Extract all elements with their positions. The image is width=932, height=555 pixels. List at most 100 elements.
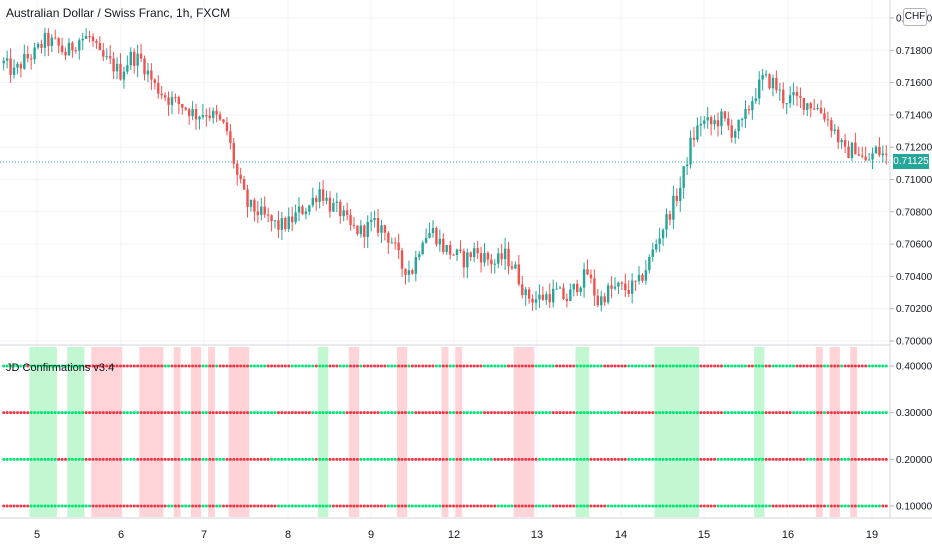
candle-body [641, 274, 644, 281]
candle [881, 145, 885, 163]
price-tick-label: 0.70800 [896, 207, 932, 218]
signal-dot [15, 504, 19, 508]
signal-dot [610, 504, 614, 508]
signal-dot [294, 504, 298, 508]
signal-dot [410, 504, 414, 508]
candle [854, 132, 857, 155]
signal-dot [201, 411, 205, 415]
candle [181, 103, 184, 115]
candle-body [737, 119, 740, 132]
signal-dot [847, 457, 851, 461]
signal-dot [167, 457, 171, 461]
signal-dot [651, 457, 655, 461]
signal-dot [809, 411, 813, 415]
red-signal-band [513, 347, 535, 517]
signal-dot [239, 504, 243, 508]
signal-dot [754, 457, 758, 461]
candle [387, 231, 390, 254]
candle [29, 54, 33, 70]
signal-dot [805, 457, 809, 461]
candle-body [2, 60, 5, 64]
candle-body [249, 199, 253, 207]
candle [617, 281, 620, 295]
indicator-tick-label: 0.20000 [896, 455, 932, 466]
signal-dot [345, 504, 349, 508]
candle-body [545, 294, 548, 300]
candle-body [163, 95, 167, 98]
signal-dot [822, 457, 826, 461]
signal-dot [654, 364, 658, 368]
signal-dot [812, 457, 816, 461]
signal-dot [452, 457, 456, 461]
candle [225, 117, 229, 136]
signal-dot [829, 504, 833, 508]
signal-dot [163, 411, 167, 415]
signal-dot [458, 364, 462, 368]
signal-dot [489, 457, 493, 461]
signal-dot [551, 364, 555, 368]
candle [775, 70, 778, 94]
signal-dot [802, 364, 806, 368]
candle-body [878, 146, 881, 156]
signal-dot [743, 411, 747, 415]
signal-dot [647, 411, 651, 415]
signal-dot [517, 411, 521, 415]
signal-dot [314, 364, 318, 368]
signal-dot [575, 364, 579, 368]
signal-dot [287, 411, 291, 415]
candle [311, 187, 314, 208]
signal-dot [36, 504, 40, 508]
candle [761, 68, 764, 91]
signal-dot [826, 504, 830, 508]
signal-dot [57, 457, 61, 461]
candle [160, 85, 163, 100]
signal-dot [867, 504, 871, 508]
candle [205, 108, 208, 127]
signal-dot [816, 457, 820, 461]
candle [871, 147, 874, 170]
candle-body [84, 36, 88, 39]
signal-dot [798, 411, 802, 415]
signal-dot [853, 504, 857, 508]
signal-dot [5, 364, 9, 368]
candle [644, 260, 648, 285]
candle [208, 107, 211, 122]
signal-dot [331, 411, 335, 415]
signal-dot [208, 364, 212, 368]
signal-dot [379, 364, 383, 368]
signal-dot [613, 411, 617, 415]
signal-dot [881, 457, 885, 461]
indicator-title[interactable]: JD Confirmations v3.4 [6, 362, 115, 374]
currency-button[interactable]: CHF [903, 8, 927, 26]
candle [64, 47, 67, 61]
signal-dot [414, 504, 418, 508]
candle-body [582, 269, 586, 288]
signal-dot [716, 411, 720, 415]
signal-dot [431, 364, 435, 368]
time-axis[interactable]: 5 6 7 8 9 12 13 14 15 16 19 [34, 529, 878, 541]
signal-dot [249, 504, 253, 508]
signal-dot [170, 457, 174, 461]
signal-dot [702, 364, 706, 368]
candle-body [861, 155, 864, 157]
candle-body [383, 225, 387, 233]
signal-dot [840, 364, 844, 368]
signal-dot [379, 457, 383, 461]
signal-dot [211, 457, 215, 461]
candle [256, 200, 260, 224]
candle [98, 36, 102, 51]
candle [565, 293, 569, 308]
candle [527, 286, 531, 304]
signal-dot [156, 411, 160, 415]
green-signal-band [317, 347, 329, 517]
signal-dot [819, 504, 823, 508]
candle-body [12, 67, 16, 75]
signal-dot [428, 504, 432, 508]
signal-dot [723, 504, 727, 508]
candle [407, 260, 411, 283]
signal-dot [349, 411, 353, 415]
candle-body [589, 274, 593, 279]
